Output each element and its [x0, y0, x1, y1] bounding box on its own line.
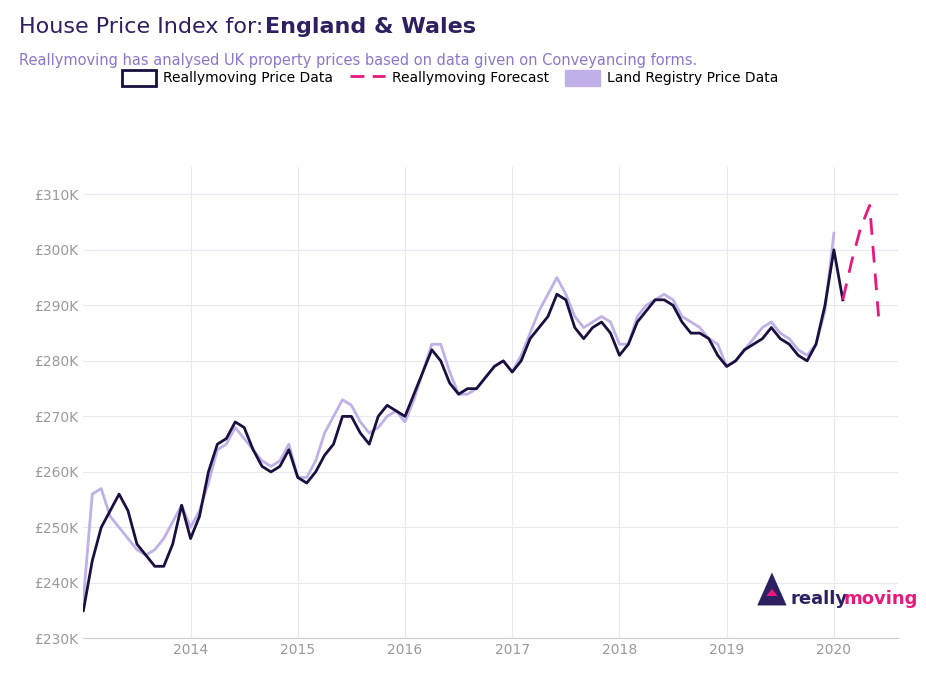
- Text: moving: moving: [844, 590, 918, 608]
- Text: Reallymoving has analysed UK property prices based on data given on Conveyancing: Reallymoving has analysed UK property pr…: [19, 53, 696, 68]
- Polygon shape: [766, 589, 778, 596]
- Text: really: really: [791, 590, 848, 608]
- Polygon shape: [757, 573, 786, 605]
- Legend: Reallymoving Price Data, Reallymoving Forecast, Land Registry Price Data: Reallymoving Price Data, Reallymoving Fo…: [121, 69, 779, 86]
- Text: House Price Index for:: House Price Index for:: [19, 17, 270, 37]
- Text: England & Wales: England & Wales: [265, 17, 476, 37]
